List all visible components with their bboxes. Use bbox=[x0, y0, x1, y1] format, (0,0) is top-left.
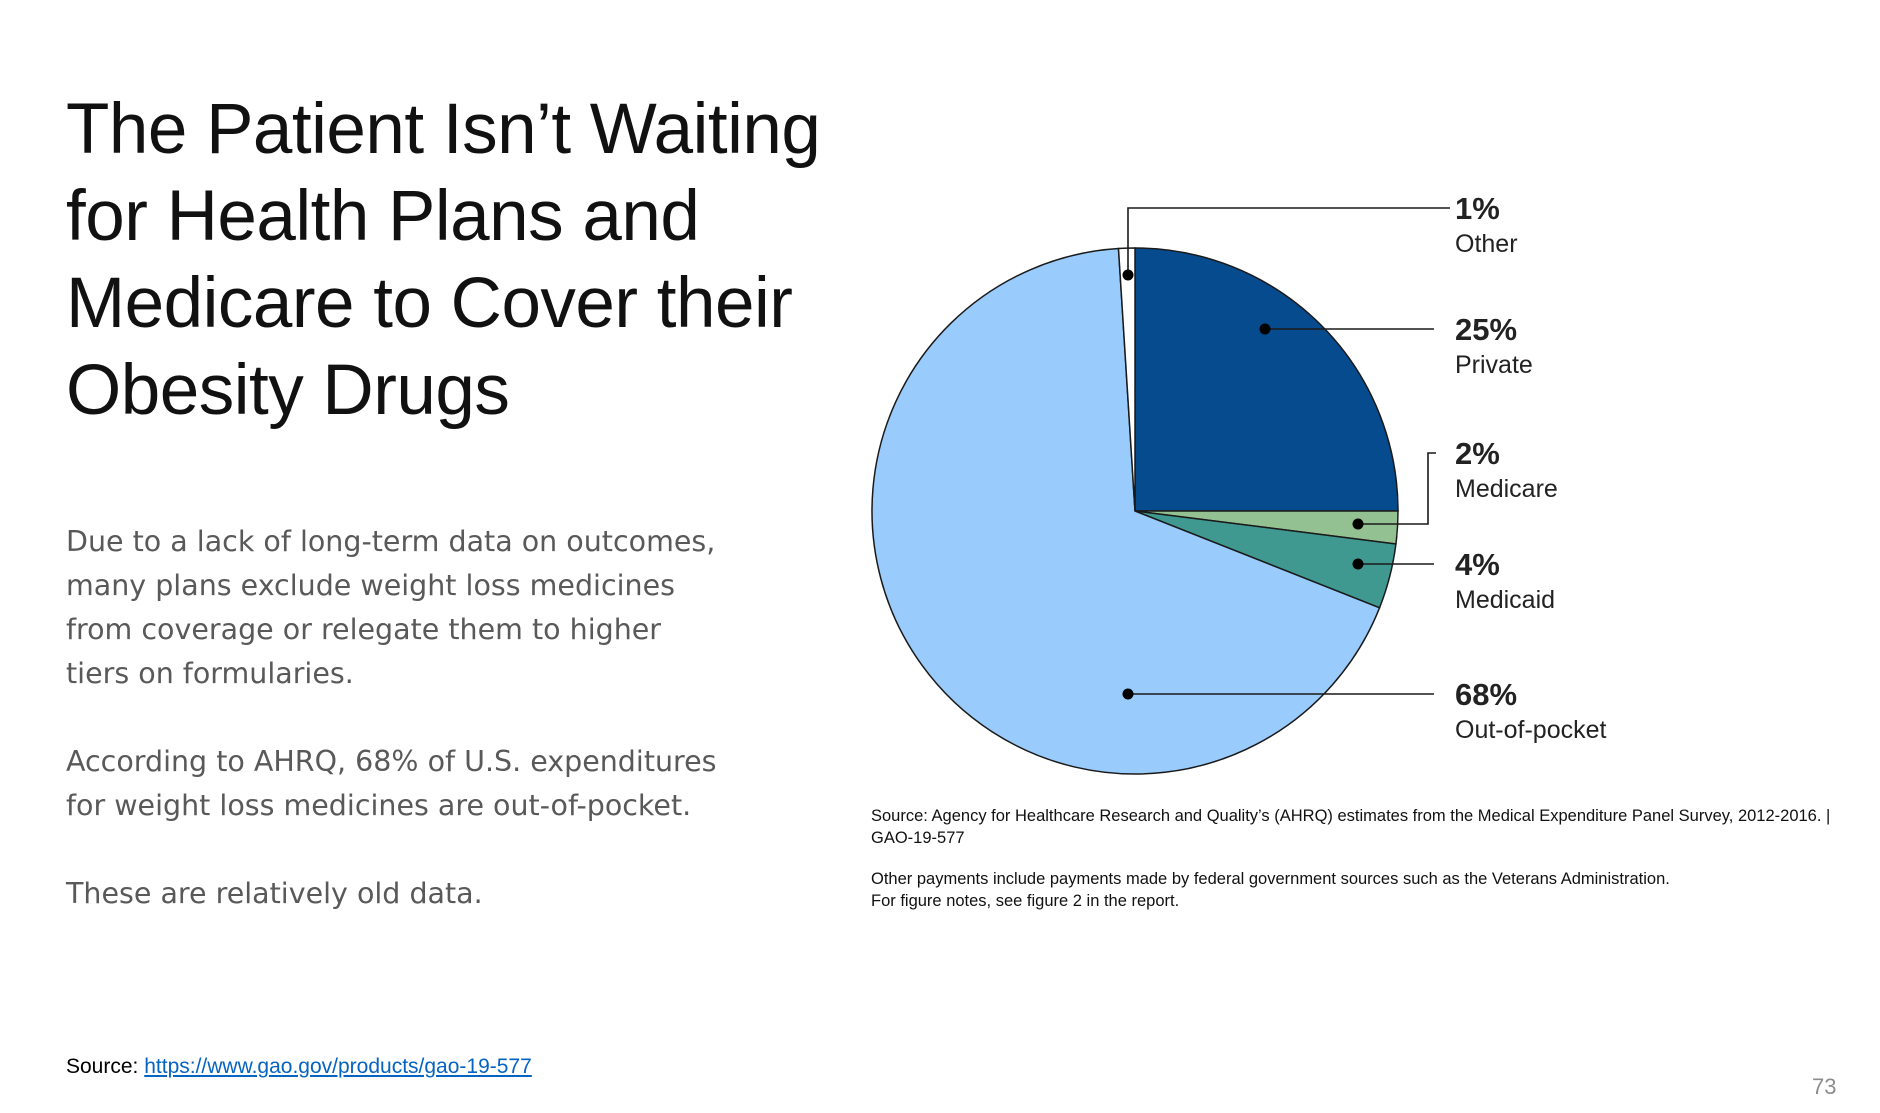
source-link[interactable]: https://www.gao.gov/products/gao-19-577 bbox=[144, 1055, 532, 1078]
pie-slice-private bbox=[1134, 247, 1399, 512]
body-paragraph: According to AHRQ, 68% of U.S. expenditu… bbox=[66, 745, 717, 822]
chart-source-caption: Source: Agency for Healthcare Research a… bbox=[871, 807, 1831, 847]
data-label-medicare: 2% bbox=[1455, 436, 1500, 471]
category-label-medicare: Medicare bbox=[1455, 475, 1558, 503]
category-label-medicaid: Medicaid bbox=[1455, 586, 1555, 614]
category-label-private: Private bbox=[1455, 351, 1533, 379]
data-label-private: 25% bbox=[1455, 312, 1517, 347]
body-paragraph: These are relatively old data. bbox=[66, 877, 483, 910]
data-label-medicaid: 4% bbox=[1455, 547, 1500, 582]
leader-line-other bbox=[1127, 207, 1450, 275]
category-label-other: Other bbox=[1455, 230, 1518, 258]
leader-dot-other bbox=[1122, 269, 1134, 281]
source-label: Source: bbox=[66, 1055, 145, 1078]
slide-body: Due to a lack of long-term data on outco… bbox=[66, 520, 726, 960]
leader-line-medicare bbox=[1358, 452, 1436, 525]
pie-slice-other bbox=[1117, 247, 1136, 512]
body-paragraph: Due to a lack of long-term data on outco… bbox=[66, 525, 716, 690]
leader-dot-out-of-pocket bbox=[1122, 688, 1134, 700]
data-label-other: 1% bbox=[1455, 191, 1500, 226]
leader-dot-private bbox=[1259, 323, 1271, 335]
slide-title: The Patient Isn’t Waiting for Health Pla… bbox=[66, 90, 821, 430]
page-number: 73 bbox=[1812, 1074, 1837, 1099]
chart-note-2: For figure notes, see figure 2 in the re… bbox=[871, 892, 1180, 910]
data-label-out-of-pocket: 68% bbox=[1455, 677, 1517, 712]
pie-slice-out-of-pocket bbox=[871, 247, 1381, 775]
category-label-out-of-pocket: Out-of-pocket bbox=[1455, 716, 1607, 744]
leader-dot-medicaid bbox=[1352, 558, 1364, 570]
leader-dot-medicare bbox=[1352, 518, 1364, 530]
chart-note-1: Other payments include payments made by … bbox=[871, 870, 1670, 888]
source-line: Source: https://www.gao.gov/products/gao… bbox=[66, 1055, 532, 1079]
